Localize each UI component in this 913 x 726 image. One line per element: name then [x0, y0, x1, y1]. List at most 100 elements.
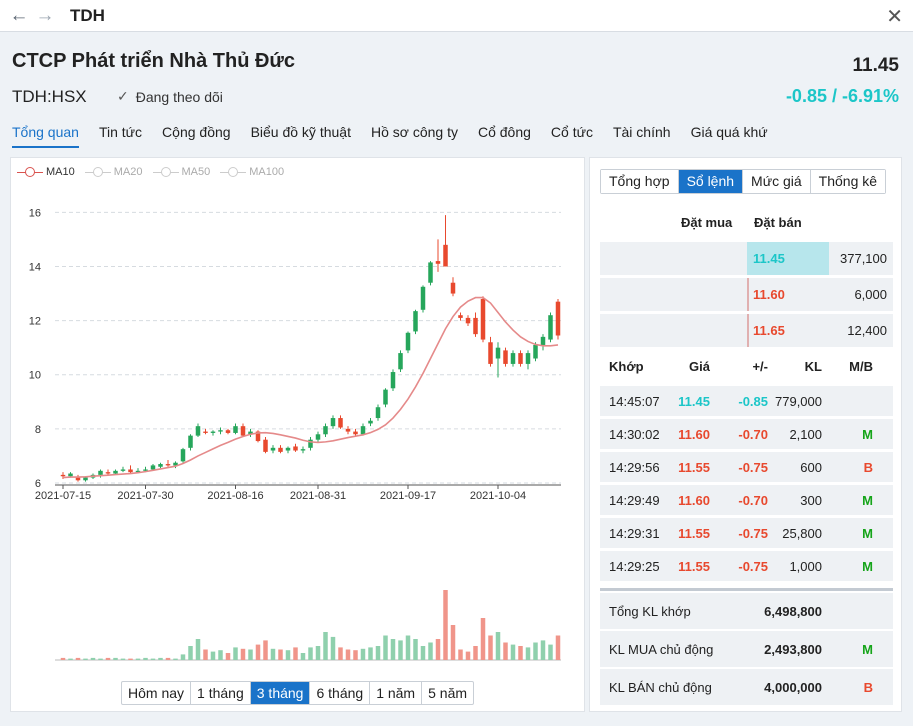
company-name: CTCP Phát triển Nhà Thủ Đức: [12, 50, 296, 72]
legend-ma10[interactable]: MA10: [17, 166, 75, 178]
tab-8[interactable]: Giá quá khứ: [690, 124, 768, 140]
volume-bar: [488, 635, 493, 660]
candle-body: [465, 317, 471, 324]
trade-price: 11.55: [678, 526, 710, 541]
volume-bar: [203, 649, 208, 660]
y-tick-label: 6: [35, 478, 41, 490]
volume-bar: [458, 649, 463, 660]
trade-change: -0.70: [738, 427, 768, 442]
tab-6[interactable]: Cổ tức: [550, 124, 593, 140]
y-tick-label: 12: [29, 316, 41, 328]
summary-value: 4,000,000: [764, 680, 822, 695]
volume-bar: [135, 658, 141, 660]
tab-5[interactable]: Cổ đông: [477, 124, 531, 140]
trade-row: 14:45:07 11.45 -0.85 779,000: [600, 386, 893, 416]
volume-bar: [465, 651, 471, 660]
legend-ma50[interactable]: MA50: [152, 166, 210, 178]
range-button-1[interactable]: 1 tháng: [191, 682, 251, 704]
candle-body: [405, 332, 411, 351]
candle-body: [495, 347, 501, 359]
col-price: Giá: [689, 359, 710, 374]
main-tabs: Tổng quan Tin tức Cộng đồng Biểu đồ kỹ thuậ…: [12, 124, 788, 148]
x-tick-label: 2021-08-31: [290, 490, 346, 502]
candle-body: [105, 472, 111, 474]
orderbook-row: 11.45 377,100: [600, 242, 893, 275]
range-button-4[interactable]: 1 năm: [370, 682, 423, 704]
volume-bar: [360, 648, 366, 660]
volume-bar: [83, 658, 88, 660]
volume-bar: [105, 657, 111, 660]
tab-7[interactable]: Tài chính: [612, 124, 671, 140]
volume-bar: [300, 653, 306, 660]
candle-body: [368, 420, 373, 424]
candle-body: [158, 464, 163, 467]
forward-arrow-icon[interactable]: →: [35, 4, 55, 26]
candle-body: [435, 261, 441, 264]
summary-row: KL BÁN chủ động 4,000,000 B: [600, 669, 893, 705]
range-button-3[interactable]: 6 tháng: [310, 682, 371, 704]
range-button-5[interactable]: 5 năm: [428, 685, 468, 701]
volume-bar: [233, 647, 238, 660]
candle-body: [345, 428, 351, 432]
candle-body: [353, 431, 358, 435]
volume-bar: [747, 242, 829, 275]
volume-bar: [428, 642, 433, 660]
volume-bar: [413, 639, 418, 660]
legend-marker-icon: [152, 167, 179, 177]
back-arrow-icon[interactable]: ←: [9, 4, 29, 26]
ask-price: 11.65: [753, 323, 785, 338]
follow-button[interactable]: ✓ Đang theo dõi: [117, 88, 223, 105]
volume-bar: [480, 618, 486, 660]
candle-body: [548, 315, 553, 340]
summary-row: Tổng KL khớp 6,498,800: [600, 593, 893, 629]
trade-row: 14:29:31 11.55 -0.75 25,800 M: [600, 518, 893, 548]
order-panel-tabs: Tổng hợp Sổ lệnh Mức giá Thống kê: [600, 169, 887, 194]
candle-body: [173, 462, 178, 466]
right-tab-3[interactable]: Thống kê: [810, 170, 886, 193]
tab-4[interactable]: Hồ sơ công ty: [370, 124, 458, 140]
right-tab-2[interactable]: Mức giá: [743, 170, 811, 193]
candle-body: [150, 465, 156, 470]
right-tab-0[interactable]: Tổng hợp: [601, 170, 679, 193]
close-icon[interactable]: ✕: [886, 6, 903, 28]
volume-bar: [248, 649, 253, 660]
trade-price: 11.45: [678, 394, 710, 409]
legend-ma20[interactable]: MA20: [84, 166, 143, 178]
right-tab-1[interactable]: Sổ lệnh: [678, 170, 744, 193]
legend-label: MA20: [113, 166, 143, 178]
candle-body: [165, 464, 171, 466]
tab-3[interactable]: Biểu đồ kỹ thuật: [250, 124, 351, 140]
candle-body: [203, 431, 208, 433]
col-mb: M/B: [849, 359, 873, 374]
volume-bar: [68, 658, 73, 660]
candle-body: [83, 477, 88, 481]
volume-bar: [173, 658, 178, 660]
legend-marker-icon: [17, 167, 43, 177]
trade-side: M: [862, 559, 873, 574]
ask-volume: 12,400: [847, 323, 887, 338]
trades-header: Khớp Giá +/- KL M/B: [600, 351, 893, 383]
tab-0[interactable]: Tổng quan: [12, 124, 79, 148]
volume-bar: [555, 635, 561, 660]
y-tick-label: 16: [29, 207, 41, 219]
candle-body: [143, 469, 148, 471]
volume-bar: [435, 639, 441, 660]
trade-price: 11.55: [678, 460, 710, 475]
candle-body: [503, 350, 508, 364]
candle-body: [188, 435, 193, 448]
volume-bar: [383, 635, 388, 660]
trade-row: 14:29:25 11.55 -0.75 1,000 M: [600, 551, 893, 581]
volume-bar: [90, 657, 96, 660]
volume-bar: [75, 657, 81, 660]
candle-body: [308, 439, 313, 448]
summary-row: KL MUA chủ động 2,493,800 M: [600, 631, 893, 667]
range-button-2[interactable]: 3 tháng: [250, 682, 311, 704]
trade-price: 11.60: [678, 427, 710, 442]
volume-bar: [345, 649, 351, 660]
legend-ma100[interactable]: MA100: [220, 166, 284, 178]
tab-2[interactable]: Cộng đồng: [162, 124, 231, 140]
candle-body: [278, 447, 283, 452]
candle-body: [413, 311, 418, 332]
range-button-0[interactable]: Hôm nay: [122, 682, 192, 704]
tab-1[interactable]: Tin tức: [98, 124, 143, 140]
